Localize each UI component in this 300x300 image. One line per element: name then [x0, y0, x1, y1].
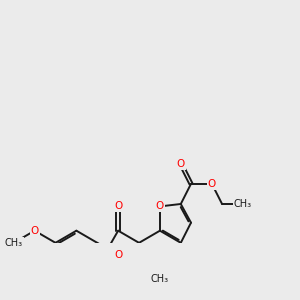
Text: O: O: [208, 179, 216, 189]
Text: O: O: [177, 159, 185, 169]
Text: CH₃: CH₃: [5, 238, 23, 248]
Text: CH₃: CH₃: [234, 199, 252, 209]
Text: O: O: [156, 201, 164, 212]
Text: O: O: [114, 250, 122, 260]
Text: O: O: [114, 201, 122, 212]
Text: CH₃: CH₃: [151, 274, 169, 284]
Text: O: O: [31, 226, 39, 236]
